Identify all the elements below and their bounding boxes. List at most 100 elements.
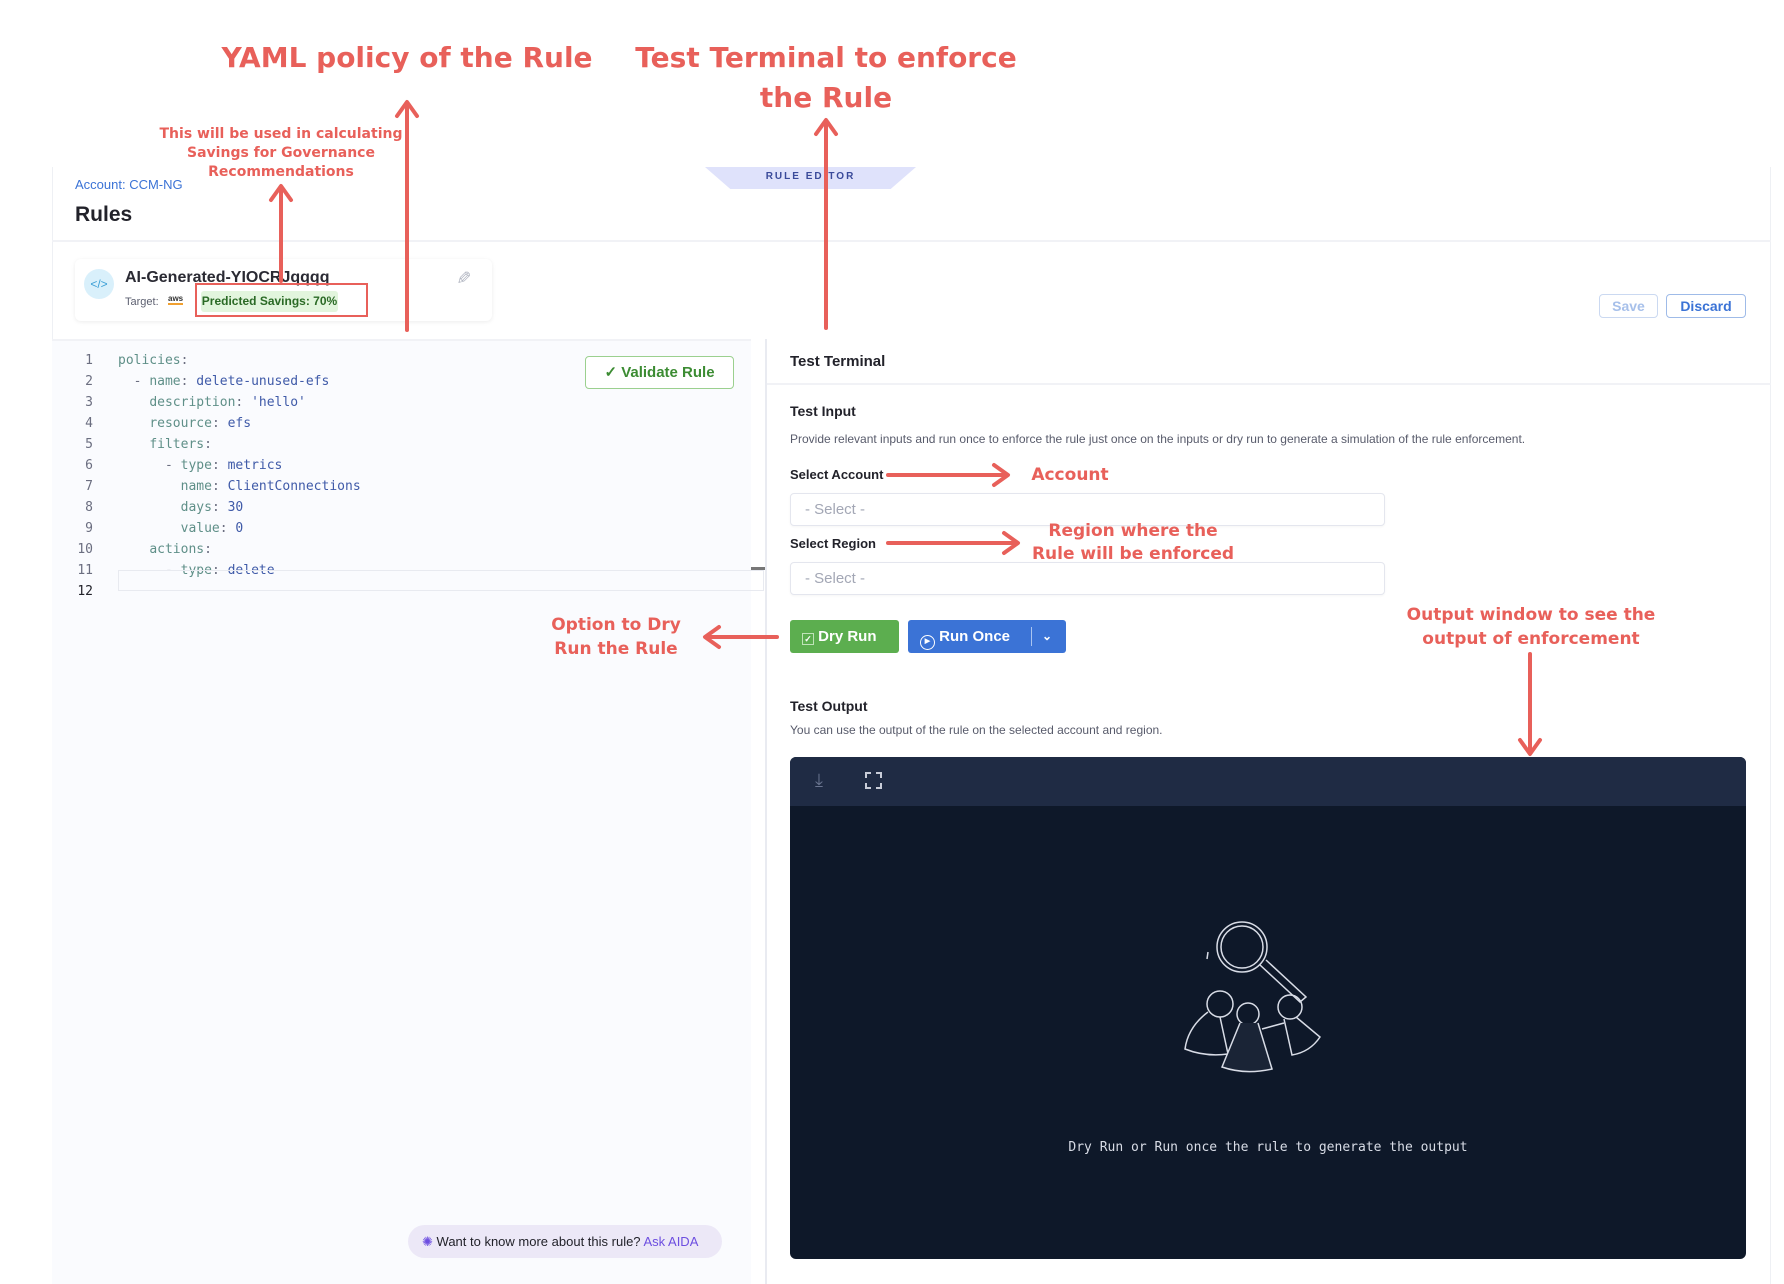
save-button[interactable]: Save	[1599, 294, 1658, 318]
code-lines[interactable]: 1 policies: 2 - name: delete-unused-efs 3 …	[0, 340, 760, 600]
select-account-label: Select Account	[790, 467, 884, 482]
code-line[interactable]: value: 0	[118, 518, 244, 539]
dry-run-label: Dry Run	[818, 628, 877, 645]
code-line[interactable]: filters:	[118, 434, 220, 455]
line-number: 4	[85, 416, 93, 431]
arrow-account	[886, 463, 1010, 487]
fullscreen-icon[interactable]	[865, 772, 882, 789]
rule-editor-tab: RULE EDITOR	[705, 167, 916, 189]
validate-rule-label: Validate Rule	[621, 364, 715, 381]
annotation-savings-2: Savings for Governance	[187, 145, 375, 161]
code-value: ClientConnections	[227, 479, 361, 494]
code-key: description	[149, 395, 236, 410]
code-colon: :	[235, 395, 252, 410]
annotation-yaml-title: YAML policy of the Rule	[221, 41, 593, 74]
select-region-dropdown[interactable]: - Select -	[790, 562, 1385, 595]
code-line[interactable]: policies:	[118, 350, 196, 371]
line-number: 12	[77, 584, 93, 599]
annotation-savings-3: Recommendations	[208, 164, 354, 180]
select-account-dropdown[interactable]: - Select -	[790, 493, 1385, 526]
code-value: 'hello'	[251, 395, 306, 410]
code-key: filters	[149, 437, 205, 452]
code-key: policies	[118, 353, 181, 368]
code-colon: :	[211, 500, 228, 515]
annotation-dryrun-2: Run the Rule	[554, 639, 678, 659]
arrow-savings	[269, 184, 293, 283]
code-key: name	[149, 374, 181, 389]
annotation-terminal-title-2: the Rule	[759, 81, 893, 114]
code-dash: -	[133, 374, 150, 389]
arrow-terminal	[814, 118, 838, 330]
discard-button[interactable]: Discard	[1666, 294, 1746, 318]
line-number: 7	[85, 479, 93, 494]
predicted-savings-badge: Predicted Savings: 70%	[201, 291, 338, 312]
line-number: 10	[77, 542, 93, 557]
yaml-editor[interactable]	[52, 339, 751, 1284]
target-label: Target:	[125, 296, 159, 308]
line-number: 6	[85, 458, 93, 473]
code-value: efs	[227, 416, 252, 431]
aida-prompt: Want to know more about this rule?	[436, 1234, 641, 1249]
code-line[interactable]: name: ClientConnections	[118, 476, 361, 497]
code-line[interactable]: - name: delete-unused-efs	[118, 371, 330, 392]
code-value: metrics	[227, 458, 283, 473]
annotation-dryrun-1: Option to Dry	[551, 615, 681, 635]
code-line[interactable]: actions:	[118, 539, 220, 560]
rule-card: </> AI-Generated-YIOCRJqqqq Target: aws …	[75, 259, 492, 321]
arrow-output	[1518, 652, 1542, 756]
rule-icon: </>	[84, 269, 114, 299]
annotation-terminal-title-1: Test Terminal to enforce	[635, 41, 1017, 74]
code-colon: :	[180, 374, 197, 389]
code-line[interactable]: resource: efs	[118, 413, 251, 434]
run-once-button[interactable]: ▶ Run Once ⌄	[908, 620, 1066, 653]
code-key: type	[180, 458, 212, 473]
terminal-toolbar	[790, 757, 1746, 806]
page-title: Rules	[75, 203, 133, 226]
code-value: delete-unused-efs	[196, 374, 330, 389]
test-input-description: Provide relevant inputs and run once to …	[790, 432, 1526, 446]
line-number: 9	[85, 521, 93, 536]
run-options-divider	[1031, 627, 1032, 646]
header-divider	[52, 240, 1771, 242]
ask-aida-link[interactable]: Ask AIDA	[643, 1234, 699, 1249]
arrow-region	[886, 531, 1020, 555]
test-output-description: You can use the output of the rule on th…	[790, 723, 1163, 737]
run-once-label: Run Once	[939, 628, 1011, 645]
code-line[interactable]: description: 'hello'	[118, 392, 306, 413]
account-breadcrumb[interactable]: Account: CCM-NG	[75, 177, 183, 192]
terminal-title-divider	[767, 383, 1771, 385]
code-colon: :	[211, 479, 228, 494]
code-value: 0	[235, 521, 244, 536]
aida-sparkle-icon: ✺	[422, 1234, 433, 1249]
download-icon[interactable]: ⤓	[815, 770, 823, 790]
arrow-dryrun	[703, 625, 779, 649]
dry-run-button[interactable]: ✓ Dry Run	[790, 620, 899, 653]
code-colon: :	[204, 437, 220, 452]
annotation-account: Account	[1031, 465, 1109, 485]
current-line-highlight	[118, 570, 764, 591]
select-region-label: Select Region	[790, 536, 876, 551]
annotation-region-2: Rule will be enforced	[1031, 544, 1235, 564]
code-key: name	[180, 479, 212, 494]
chevron-down-icon[interactable]: ⌄	[1042, 629, 1053, 643]
line-number: 5	[85, 437, 93, 452]
panel-divider[interactable]	[765, 339, 767, 1284]
code-key: resource	[149, 416, 212, 431]
line-number: 11	[77, 563, 93, 578]
code-value: 30	[227, 500, 244, 515]
output-terminal[interactable]: ⤓ Dry Run or Run once the rule to genera…	[790, 757, 1746, 1259]
aws-icon: aws	[168, 294, 184, 305]
code-colon: :	[211, 458, 228, 473]
code-line[interactable]: days: 30	[118, 497, 244, 518]
test-output-title: Test Output	[790, 698, 868, 714]
code-line[interactable]: - type: metrics	[118, 455, 282, 476]
code-colon: :	[219, 521, 236, 536]
play-circle-icon: ▶	[920, 635, 935, 650]
code-colon: :	[211, 416, 228, 431]
validate-rule-button[interactable]: ✓ Validate Rule	[585, 356, 734, 389]
test-input-title: Test Input	[790, 403, 856, 419]
annotation-output-1: Output window to see the	[1406, 605, 1656, 625]
ask-aida-pill[interactable]: ✺ Want to know more about this rule? Ask…	[408, 1225, 722, 1258]
resize-handle[interactable]	[751, 567, 765, 570]
